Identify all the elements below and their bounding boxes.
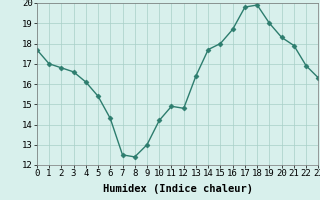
X-axis label: Humidex (Indice chaleur): Humidex (Indice chaleur) xyxy=(103,184,252,194)
